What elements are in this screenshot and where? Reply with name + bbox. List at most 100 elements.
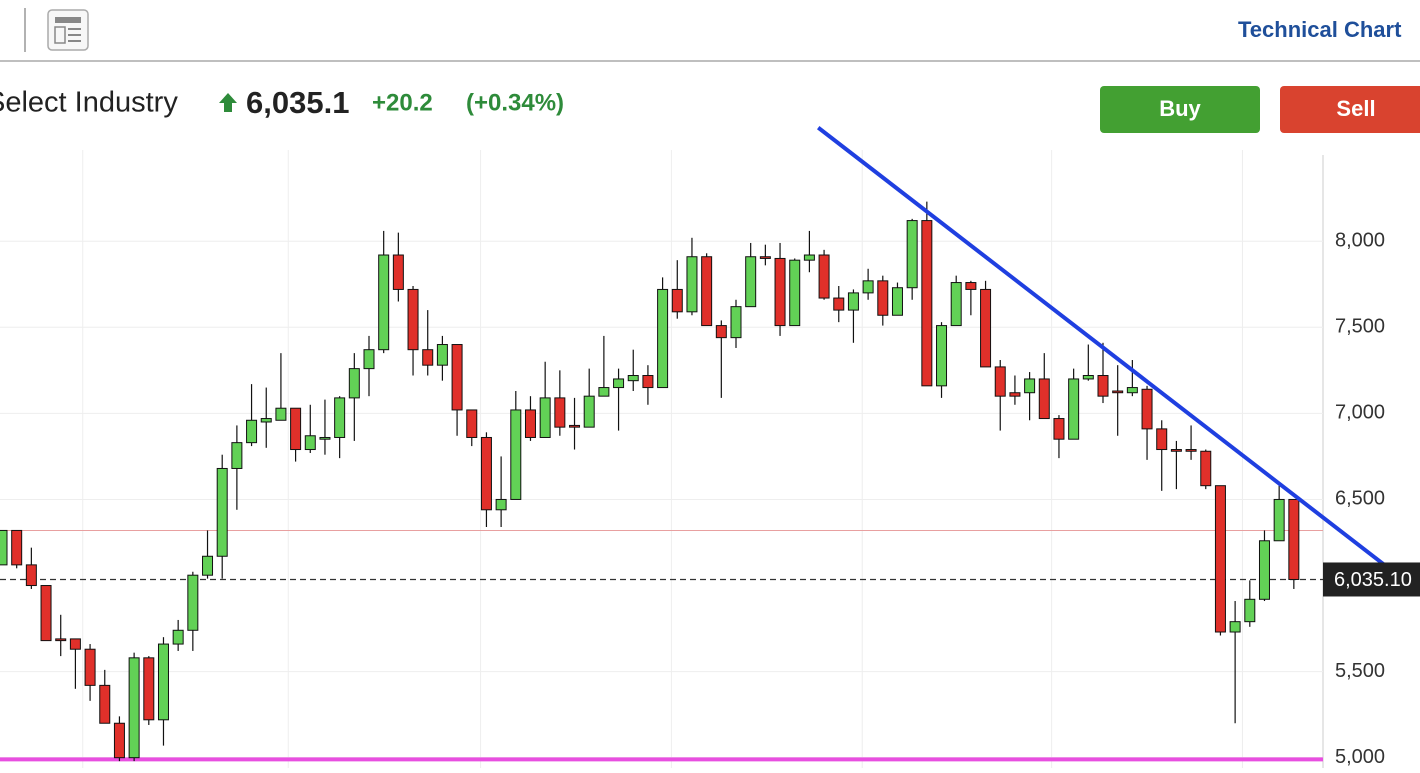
candle-body xyxy=(1038,378,1050,420)
candle-body xyxy=(1258,540,1270,600)
candle-body xyxy=(950,282,962,327)
candle-body xyxy=(891,287,903,316)
candle-body xyxy=(701,256,713,327)
candle-body xyxy=(11,529,23,566)
candle-body xyxy=(1082,375,1094,380)
sell-label[interactable]: Sell xyxy=(1336,96,1375,121)
candle-body xyxy=(1273,498,1285,542)
candle-body xyxy=(627,375,639,382)
candle-body xyxy=(1112,390,1124,394)
candle-body xyxy=(524,409,536,438)
candle-body xyxy=(304,435,316,451)
candle-body xyxy=(994,366,1006,397)
candle-body xyxy=(1200,450,1212,487)
trendline xyxy=(816,126,1420,594)
candle-body xyxy=(715,325,727,339)
y-tick-label: 7,000 xyxy=(1335,402,1385,424)
candle-body xyxy=(1068,378,1080,440)
candle-body xyxy=(1141,388,1153,430)
candle-body xyxy=(55,638,67,642)
candle-body xyxy=(451,344,463,411)
change-pct: (+0.34%) xyxy=(466,89,564,116)
candle-body xyxy=(1156,428,1168,451)
candle-body xyxy=(583,395,595,428)
candle-body xyxy=(1053,418,1065,440)
candle-body xyxy=(69,638,81,650)
y-tick-label: 5,500 xyxy=(1335,660,1385,682)
candle-body xyxy=(113,722,125,759)
buy-button[interactable] xyxy=(1100,86,1260,133)
candle-body xyxy=(378,254,390,351)
candle-body xyxy=(1229,621,1241,633)
candle-body xyxy=(1170,449,1182,452)
candle-body xyxy=(231,442,243,469)
y-tick-label: 8,000 xyxy=(1335,230,1385,252)
candle-body xyxy=(554,397,566,428)
up-arrow xyxy=(219,93,237,112)
candle-body xyxy=(1288,498,1300,580)
sell-button[interactable] xyxy=(1280,86,1420,133)
page-title: Technical Chart xyxy=(1238,17,1402,42)
candle-body xyxy=(759,256,771,259)
candle-body xyxy=(921,220,933,387)
candle-body xyxy=(613,378,625,389)
candle-body xyxy=(833,297,845,311)
candle-body xyxy=(936,325,948,387)
candle-body xyxy=(275,407,287,421)
candle-body xyxy=(466,409,478,438)
candle-body xyxy=(1024,378,1036,394)
candle-body xyxy=(803,254,815,261)
price-tag-label: 6,035.10 xyxy=(1334,569,1412,591)
candle-body xyxy=(436,344,448,366)
candle-body xyxy=(172,629,184,645)
y-tick-label: 6,500 xyxy=(1335,488,1385,510)
candle-body xyxy=(745,256,757,308)
candle-body xyxy=(99,684,111,724)
candle-body xyxy=(847,292,859,311)
candle-body xyxy=(862,280,874,294)
candle-body xyxy=(980,288,992,368)
candle-body xyxy=(1185,449,1197,452)
candle-body xyxy=(965,282,977,290)
candle-body xyxy=(422,349,434,366)
candle-body xyxy=(789,259,801,327)
price-tag xyxy=(1323,562,1420,597)
change: +20.2 xyxy=(372,89,433,116)
candle-body xyxy=(407,288,419,351)
candle-body xyxy=(348,368,360,399)
candle-body xyxy=(495,498,507,511)
candle-body xyxy=(686,256,698,313)
candle-body xyxy=(202,555,214,576)
candle-body xyxy=(40,585,52,642)
index-name[interactable]: Select Industry xyxy=(0,87,178,119)
candle-body xyxy=(84,648,96,686)
candle-body xyxy=(642,375,654,389)
candle-body xyxy=(877,280,889,316)
price: 6,035.1 xyxy=(246,85,349,120)
candle-body xyxy=(510,409,522,500)
layout-icon[interactable] xyxy=(47,9,89,51)
candle-body xyxy=(25,564,37,587)
candle-body xyxy=(260,418,272,423)
candle-body xyxy=(730,306,742,339)
candle-body xyxy=(818,254,830,299)
candle-body xyxy=(906,220,918,289)
y-tick-label: 7,500 xyxy=(1335,316,1385,338)
buy-label[interactable]: Buy xyxy=(1159,96,1201,121)
candle-body xyxy=(539,397,551,438)
candle-body xyxy=(216,467,228,557)
candle-body xyxy=(657,288,669,389)
candle-body xyxy=(187,574,199,631)
candle-body xyxy=(128,657,140,759)
candle-body xyxy=(598,387,610,397)
candle-body xyxy=(1126,387,1138,394)
candle-body xyxy=(1097,375,1109,397)
candle-body xyxy=(392,254,404,290)
candle-body xyxy=(1009,392,1021,397)
candle-body xyxy=(143,657,155,721)
candle-body xyxy=(157,643,169,721)
candle-body xyxy=(246,419,258,444)
candle-body xyxy=(319,436,331,440)
